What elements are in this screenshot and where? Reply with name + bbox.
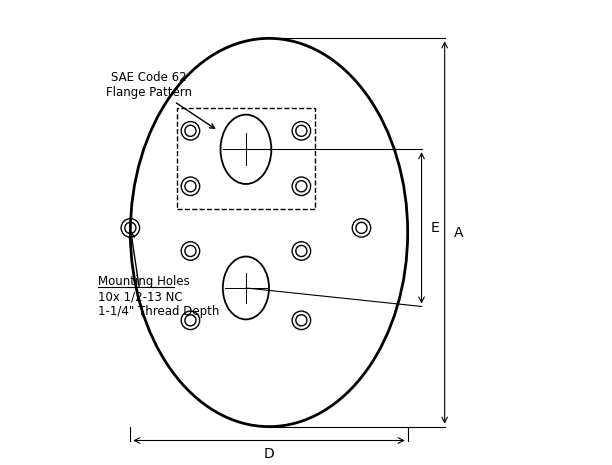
Text: SAE Code 62
Flange Pattern: SAE Code 62 Flange Pattern xyxy=(106,71,215,128)
Text: E: E xyxy=(431,221,440,235)
Text: 1-1/4" Thread Depth: 1-1/4" Thread Depth xyxy=(98,305,219,318)
Text: 10x 1/2-13 NC: 10x 1/2-13 NC xyxy=(98,291,182,304)
Text: D: D xyxy=(264,447,274,461)
Text: Mounting Holes: Mounting Holes xyxy=(98,274,190,287)
Text: A: A xyxy=(453,226,463,239)
Bar xyxy=(177,108,315,209)
